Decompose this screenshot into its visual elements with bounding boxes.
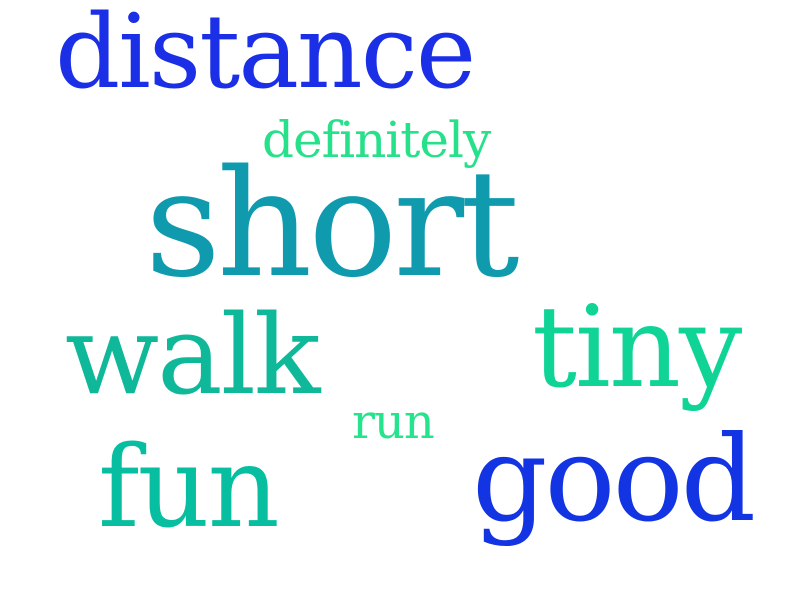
word-short: short — [145, 138, 520, 310]
word-walk: walk — [65, 291, 321, 419]
word-definitely: definitely — [262, 111, 491, 169]
word-tiny: tiny — [532, 283, 742, 413]
word-good: good — [472, 410, 756, 548]
word-distance: distance — [55, 0, 476, 112]
word-run: run — [352, 394, 435, 450]
word-fun: fun — [98, 423, 280, 553]
